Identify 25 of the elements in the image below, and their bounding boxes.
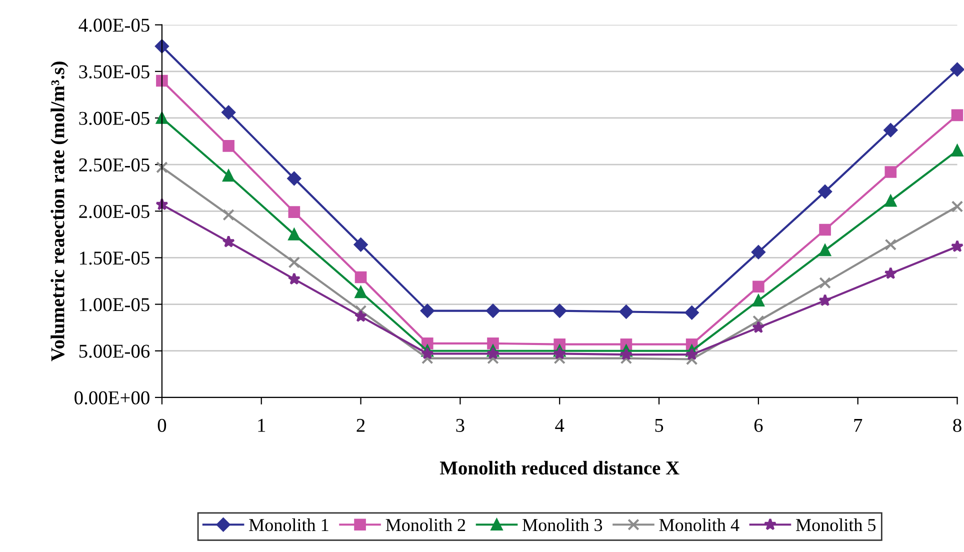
y-axis-title: Volumetric reaection rate (mol/m³.s) [50, 62, 68, 362]
y-tick-label: 4.00E-05 [78, 18, 150, 32]
legend-label: Monolith 1 [249, 518, 328, 532]
x-tick-label: 1 [258, 418, 266, 432]
y-tick-label: 3.50E-05 [79, 65, 150, 78]
x-tick-label: 5 [655, 419, 664, 432]
legend-label: Monolith 2 [386, 518, 466, 532]
y-tick-label: 5.00E-06 [79, 344, 150, 358]
legend-label: Monolith 5 [796, 518, 876, 532]
y-tick-label: 1.50E-05 [80, 252, 150, 265]
x-tick-label: 3 [456, 418, 464, 432]
x-tick-label: 2 [356, 418, 365, 432]
x-axis-title: Monolith reduced distance X [440, 460, 680, 475]
legend-label: Monolith 3 [522, 518, 602, 532]
y-tick-label: 3.00E-05 [79, 112, 150, 126]
legend-label: Monolith 4 [659, 518, 740, 532]
x-tick-label: 7 [854, 419, 862, 432]
y-tick-label: 0.00E+00 [74, 391, 150, 404]
x-tick-label: 8 [953, 418, 962, 432]
y-tick-label: 2.00E-05 [79, 204, 150, 218]
x-tick-label: 6 [754, 418, 763, 432]
x-tick-label: 4 [555, 418, 564, 432]
y-tick-label: 2.50E-05 [79, 158, 150, 172]
x-tick-label: 0 [158, 418, 166, 432]
y-tick-label: 1.00E-05 [80, 298, 150, 312]
